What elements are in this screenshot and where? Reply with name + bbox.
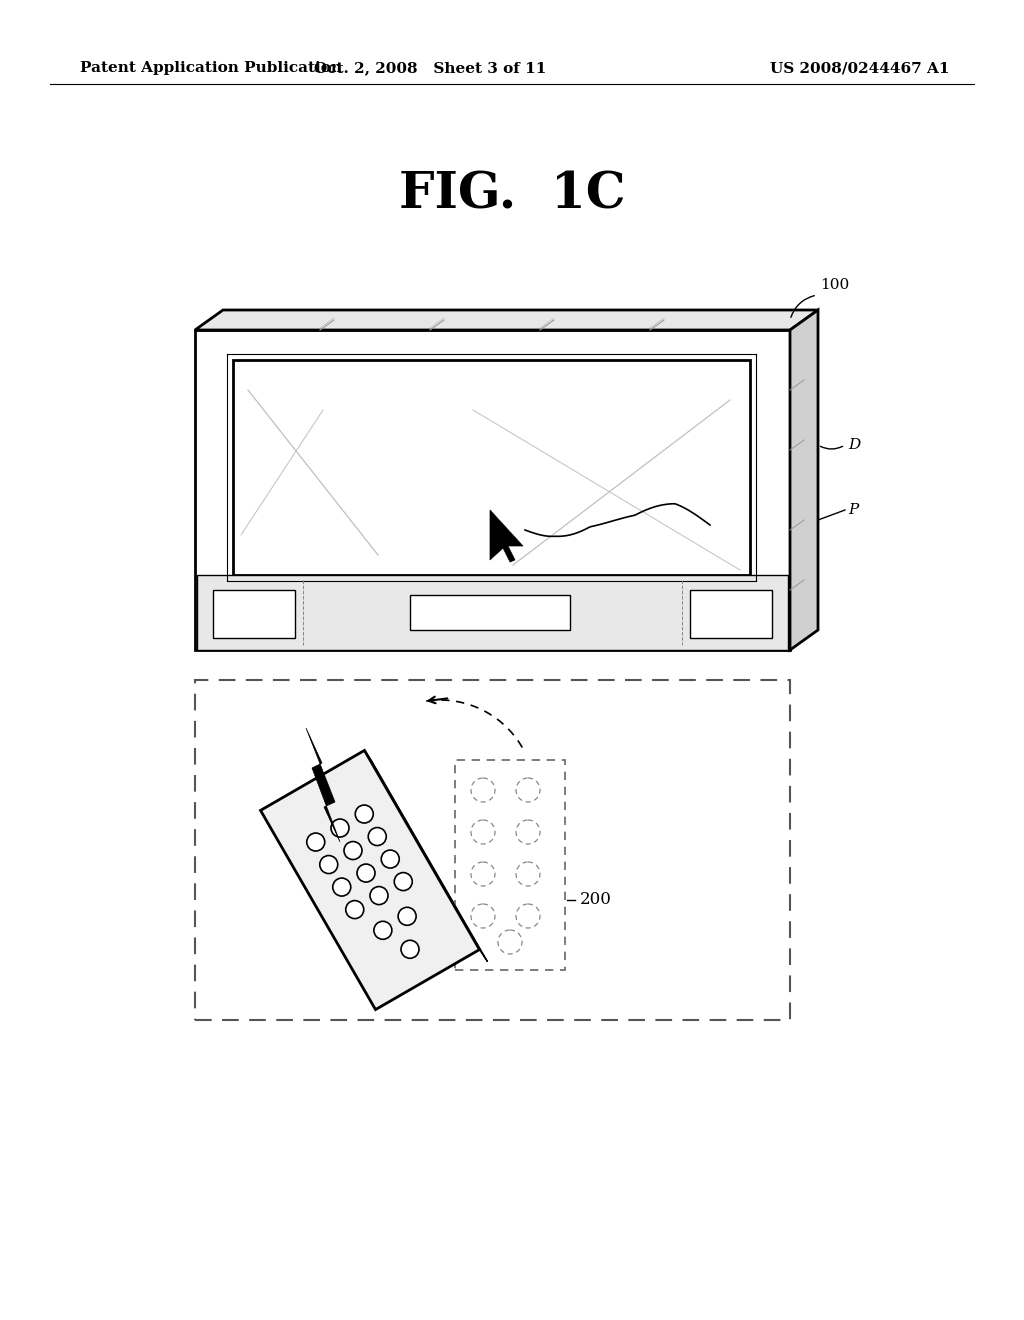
Text: Patent Application Publication: Patent Application Publication	[80, 61, 342, 75]
Circle shape	[355, 805, 374, 824]
Polygon shape	[410, 595, 570, 630]
Circle shape	[369, 828, 386, 846]
Circle shape	[331, 818, 349, 837]
Polygon shape	[690, 590, 772, 638]
Circle shape	[381, 850, 399, 869]
Circle shape	[346, 900, 364, 919]
Text: US 2008/0244467 A1: US 2008/0244467 A1	[770, 61, 950, 75]
Text: Oct. 2, 2008   Sheet 3 of 11: Oct. 2, 2008 Sheet 3 of 11	[313, 61, 546, 75]
Polygon shape	[365, 750, 487, 961]
Polygon shape	[790, 310, 818, 649]
Text: FIG.  1C: FIG. 1C	[398, 170, 626, 219]
Text: D: D	[848, 438, 860, 451]
Circle shape	[398, 907, 416, 925]
Polygon shape	[195, 310, 818, 330]
Polygon shape	[233, 360, 750, 576]
Text: 100: 100	[820, 279, 849, 292]
Circle shape	[370, 887, 388, 904]
Polygon shape	[260, 750, 373, 822]
Circle shape	[374, 921, 392, 940]
Polygon shape	[260, 750, 479, 1010]
Circle shape	[394, 873, 413, 891]
Text: 200: 200	[580, 891, 612, 908]
Circle shape	[344, 842, 362, 859]
Circle shape	[333, 878, 351, 896]
Circle shape	[401, 940, 419, 958]
Polygon shape	[490, 510, 523, 562]
Polygon shape	[195, 330, 790, 649]
Circle shape	[307, 833, 325, 851]
Polygon shape	[306, 729, 340, 842]
Polygon shape	[197, 576, 788, 649]
Text: P: P	[848, 503, 858, 517]
Circle shape	[357, 865, 375, 882]
Polygon shape	[213, 590, 295, 638]
Circle shape	[319, 855, 338, 874]
